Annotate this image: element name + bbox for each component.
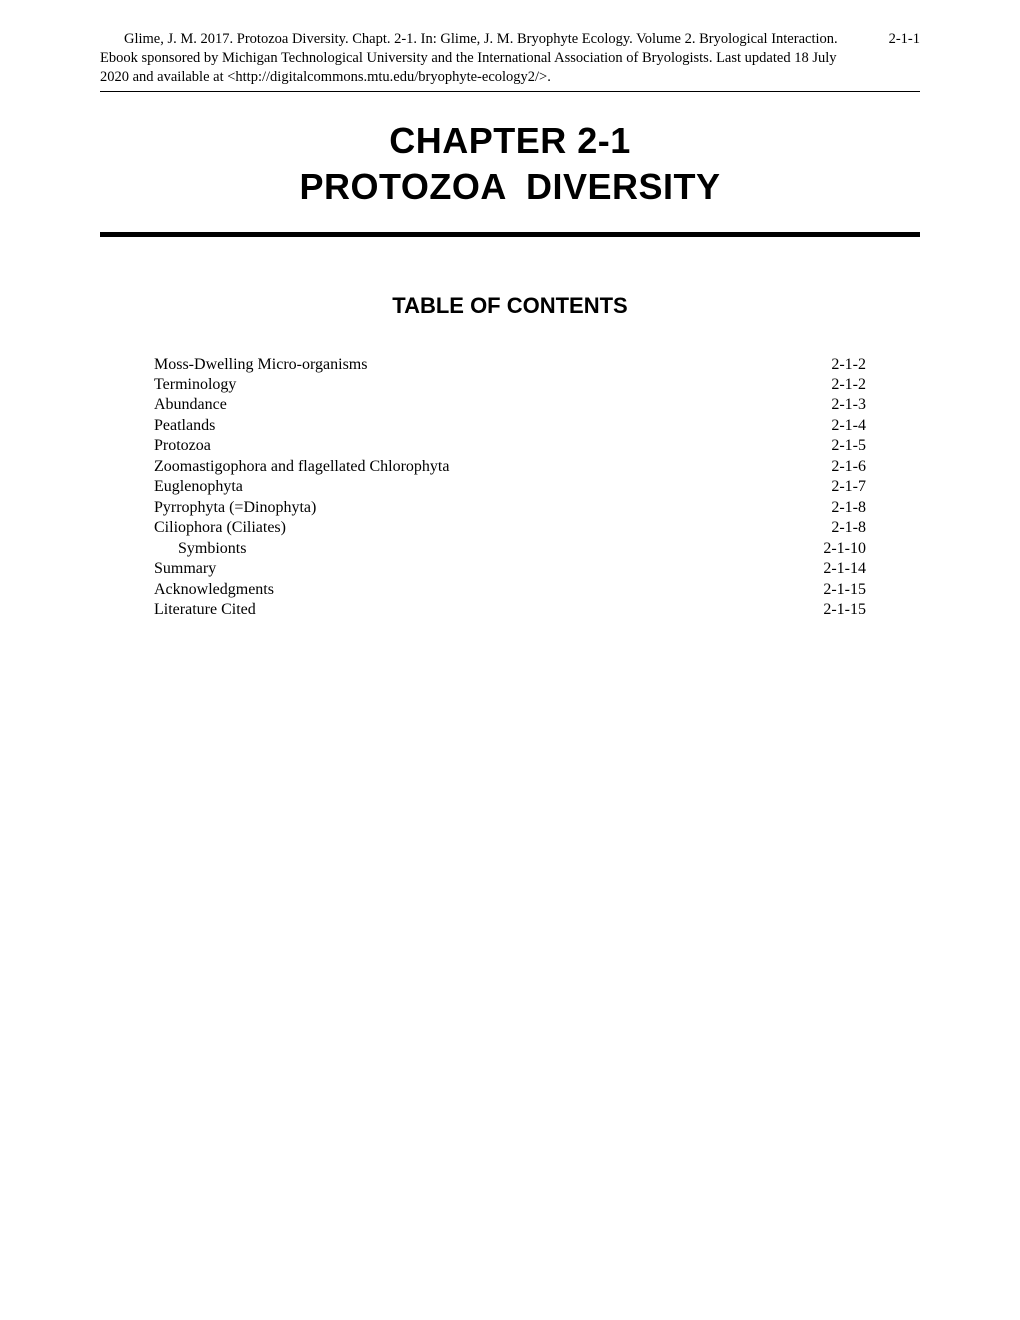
toc-entry-page: 2-1-15 (823, 580, 866, 600)
toc-entry: Zoomastigophora and flagellated Chloroph… (154, 457, 866, 477)
toc-entry-page: 2-1-14 (823, 559, 866, 579)
toc-entry-label: Summary (154, 559, 216, 579)
toc-entry-label: Zoomastigophora and flagellated Chloroph… (154, 457, 449, 477)
toc-entry-page: 2-1-2 (831, 355, 866, 375)
toc-entry-label: Protozoa (154, 436, 211, 456)
toc-entry-page: 2-1-7 (831, 477, 866, 497)
toc-entry: Pyrrophyta (=Dinophyta) 2-1-8 (154, 498, 866, 518)
toc-entry-page: 2-1-15 (823, 600, 866, 620)
toc-entry-page: 2-1-6 (831, 457, 866, 477)
toc-entry: Acknowledgments 2-1-15 (154, 580, 866, 600)
chapter-name: PROTOZOA DIVERSITY (100, 166, 920, 208)
citation-header: Glime, J. M. 2017. Protozoa Diversity. C… (100, 30, 920, 92)
toc-entry-label: Moss-Dwelling Micro-organisms (154, 355, 367, 375)
toc-entry: Symbionts 2-1-10 (154, 539, 866, 559)
toc-entry-label: Terminology (154, 375, 236, 395)
toc-entry: Moss-Dwelling Micro-organisms 2-1-2 (154, 355, 866, 375)
toc-entry: Literature Cited 2-1-15 (154, 600, 866, 620)
title-rule (100, 232, 920, 237)
toc-entry-page: 2-1-8 (831, 518, 866, 538)
chapter-number: CHAPTER 2-1 (100, 120, 920, 162)
toc-entry-label: Peatlands (154, 416, 215, 436)
toc-entry-page: 2-1-2 (831, 375, 866, 395)
toc-entry: Peatlands 2-1-4 (154, 416, 866, 436)
toc-entry: Terminology 2-1-2 (154, 375, 866, 395)
toc-entry-page: 2-1-10 (823, 539, 866, 559)
toc-entry: Ciliophora (Ciliates) 2-1-8 (154, 518, 866, 538)
toc-container: Moss-Dwelling Micro-organisms 2-1-2Termi… (100, 355, 920, 621)
toc-entry-label: Euglenophyta (154, 477, 243, 497)
page-number: 2-1-1 (889, 30, 920, 49)
toc-entry: Protozoa 2-1-5 (154, 436, 866, 456)
toc-entry-label: Symbionts (178, 539, 246, 559)
toc-entry-page: 2-1-5 (831, 436, 866, 456)
toc-entry-label: Pyrrophyta (=Dinophyta) (154, 498, 316, 518)
toc-entry: Abundance 2-1-3 (154, 395, 866, 415)
toc-entry-label: Literature Cited (154, 600, 256, 620)
toc-entry: Euglenophyta 2-1-7 (154, 477, 866, 497)
toc-entry-label: Acknowledgments (154, 580, 274, 600)
toc-entry-page: 2-1-4 (831, 416, 866, 436)
chapter-title: CHAPTER 2-1 PROTOZOA DIVERSITY (100, 120, 920, 208)
toc-entry: Summary 2-1-14 (154, 559, 866, 579)
toc-entry-page: 2-1-3 (831, 395, 866, 415)
toc-heading: TABLE OF CONTENTS (100, 293, 920, 319)
toc-entry-label: Ciliophora (Ciliates) (154, 518, 286, 538)
citation-text: Glime, J. M. 2017. Protozoa Diversity. C… (100, 30, 869, 87)
toc-entry-page: 2-1-8 (831, 498, 866, 518)
toc-entry-label: Abundance (154, 395, 227, 415)
